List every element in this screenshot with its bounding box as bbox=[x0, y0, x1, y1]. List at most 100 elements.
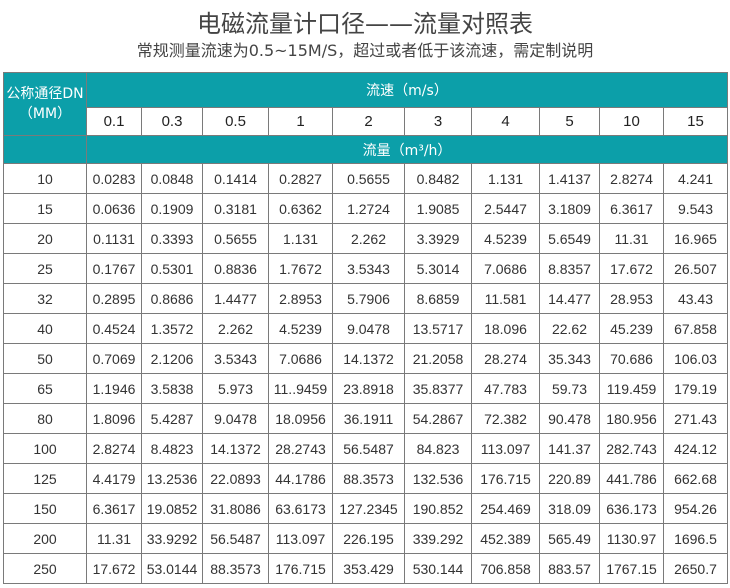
flow-cell: 662.68 bbox=[663, 463, 728, 494]
flow-cell: 6.3617 bbox=[86, 493, 142, 524]
flow-cell: 4.5239 bbox=[268, 313, 333, 344]
dn-cell: 25 bbox=[3, 253, 87, 284]
dn-cell: 150 bbox=[3, 493, 87, 524]
flow-cell: 11.31 bbox=[599, 223, 664, 254]
flow-cell: 23.8918 bbox=[332, 373, 405, 404]
flow-cell: 21.2058 bbox=[404, 343, 472, 374]
flow-cell: 0.3181 bbox=[202, 193, 269, 224]
flow-cell: 0.8686 bbox=[141, 283, 203, 314]
flow-cell: 84.823 bbox=[404, 433, 472, 464]
flow-cell: 1.7672 bbox=[268, 253, 333, 284]
flow-cell: 47.783 bbox=[471, 373, 540, 404]
flow-cell: 28.2743 bbox=[268, 433, 333, 464]
table-row: 80 1.8096 5.4287 9.0478 18.0956 36.1911 54.286… bbox=[3, 403, 728, 434]
flow-header: 流量（m³/h） bbox=[86, 135, 728, 164]
flow-cell: 14.1372 bbox=[202, 433, 269, 464]
flow-cell: 88.3573 bbox=[332, 463, 405, 494]
table-row: 100 2.8274 8.4823 14.1372 28.2743 56.5487 84.8… bbox=[3, 433, 728, 464]
flow-cell: 441.786 bbox=[599, 463, 664, 494]
table-row: 250 17.672 53.0144 88.3573 176.715 353.429 530… bbox=[3, 553, 728, 584]
table-row: 65 1.1946 3.5838 5.973 11..9459 23.8918 35.837… bbox=[3, 373, 728, 404]
flow-cell: 0.0848 bbox=[141, 163, 203, 194]
flow-cell: 16.965 bbox=[663, 223, 728, 254]
flow-cell: 5.3014 bbox=[404, 253, 472, 284]
flow-cell: 1.3572 bbox=[141, 313, 203, 344]
flow-cell: 2.5447 bbox=[471, 193, 540, 224]
dn-cell: 15 bbox=[3, 193, 87, 224]
dn-cell: 250 bbox=[3, 553, 87, 584]
flow-cell: 271.43 bbox=[663, 403, 728, 434]
velocity-row: 0.1 0.3 0.5 1 2 3 4 5 10 15 bbox=[4, 107, 728, 136]
flow-cell: 141.37 bbox=[539, 433, 600, 464]
table-row: 20 0.1131 0.3393 0.5655 1.131 2.262 3.3929 4.52… bbox=[3, 223, 728, 254]
flow-cell: 72.382 bbox=[471, 403, 540, 434]
flow-cell: 36.1911 bbox=[332, 403, 405, 434]
velocity-cell: 0.1 bbox=[86, 107, 142, 136]
dn-header-unit: （MM） bbox=[18, 106, 72, 122]
flow-cell: 43.43 bbox=[663, 283, 728, 314]
table-row: 10 0.0283 0.0848 0.1414 0.2827 0.5655 0.8482 1.… bbox=[3, 163, 728, 194]
flow-cell: 179.19 bbox=[663, 373, 728, 404]
dn-cell: 32 bbox=[3, 283, 87, 314]
flow-cell: 3.5838 bbox=[141, 373, 203, 404]
flow-cell: 88.3573 bbox=[202, 553, 269, 584]
flow-cell: 1130.97 bbox=[599, 523, 664, 554]
flow-cell: 54.2867 bbox=[404, 403, 472, 434]
flow-cell: 9.0478 bbox=[202, 403, 269, 434]
flow-cell: 9.543 bbox=[663, 193, 728, 224]
dn-header: 公称通径DN （MM） bbox=[3, 72, 87, 136]
flow-cell: 1.1946 bbox=[86, 373, 142, 404]
flow-cell: 1696.5 bbox=[663, 523, 728, 554]
flow-cell: 14.477 bbox=[539, 283, 600, 314]
flow-cell: 0.1131 bbox=[86, 223, 142, 254]
flow-cell: 119.459 bbox=[599, 373, 664, 404]
flow-cell: 1.4137 bbox=[539, 163, 600, 194]
flow-cell: 35.343 bbox=[539, 343, 600, 374]
flow-cell: 4.241 bbox=[663, 163, 728, 194]
flow-reference-table: 公称通径DN （MM） 流速（m/s） 0.1 0.3 0.5 1 2 3 4 5 10 15 流… bbox=[3, 72, 728, 584]
flow-cell: 35.8377 bbox=[404, 373, 472, 404]
velocity-cell: 0.3 bbox=[141, 107, 203, 136]
flow-cell: 4.4179 bbox=[86, 463, 142, 494]
flow-cell: 0.1909 bbox=[141, 193, 203, 224]
flow-cell: 90.478 bbox=[539, 403, 600, 434]
flow-cell: 339.292 bbox=[404, 523, 472, 554]
velocity-cell: 4 bbox=[471, 107, 540, 136]
flow-cell: 56.5487 bbox=[332, 433, 405, 464]
flow-cell: 8.6859 bbox=[404, 283, 472, 314]
velocity-cell: 5 bbox=[539, 107, 600, 136]
flow-cell: 44.1786 bbox=[268, 463, 333, 494]
flow-cell: 0.3393 bbox=[141, 223, 203, 254]
flow-cell: 113.097 bbox=[268, 523, 333, 554]
flow-cell: 2.262 bbox=[202, 313, 269, 344]
flow-cell: 180.956 bbox=[599, 403, 664, 434]
flow-cell: 70.686 bbox=[599, 343, 664, 374]
dn-cell: 100 bbox=[3, 433, 87, 464]
flow-cell: 7.0686 bbox=[268, 343, 333, 374]
flow-cell: 883.57 bbox=[539, 553, 600, 584]
page-subtitle: 常规测量流速为0.5~15M/S，超过或者低于该流速，需定制说明 bbox=[136, 41, 594, 60]
flow-cell: 26.507 bbox=[663, 253, 728, 284]
flow-cell: 22.0893 bbox=[202, 463, 269, 494]
flow-cell: 45.239 bbox=[599, 313, 664, 344]
flow-cell: 190.852 bbox=[404, 493, 472, 524]
flow-cell: 0.5655 bbox=[332, 163, 405, 194]
dn-cell: 80 bbox=[3, 403, 87, 434]
flow-cell: 0.1414 bbox=[202, 163, 269, 194]
flow-cell: 19.0852 bbox=[141, 493, 203, 524]
flow-cell: 1.2724 bbox=[332, 193, 405, 224]
table-row: 40 0.4524 1.3572 2.262 4.5239 9.0478 13.5717 18… bbox=[3, 313, 728, 344]
flow-cell: 18.0956 bbox=[268, 403, 333, 434]
velocity-cell: 15 bbox=[663, 107, 728, 136]
flow-cell: 11.581 bbox=[471, 283, 540, 314]
flow-cell: 1.131 bbox=[268, 223, 333, 254]
flow-cell: 1.131 bbox=[471, 163, 540, 194]
velocity-header: 流速（m/s） bbox=[86, 72, 728, 108]
table-row: 25 0.1767 0.5301 0.8836 1.7672 3.5343 5.3014 7.… bbox=[3, 253, 728, 284]
flow-cell: 11.31 bbox=[86, 523, 142, 554]
flow-cell: 2.262 bbox=[332, 223, 405, 254]
dn-cell: 125 bbox=[3, 463, 87, 494]
flow-cell: 5.7906 bbox=[332, 283, 405, 314]
flow-cell: 53.0144 bbox=[141, 553, 203, 584]
page-title: 电磁流量计口径——流量对照表 bbox=[197, 10, 533, 38]
